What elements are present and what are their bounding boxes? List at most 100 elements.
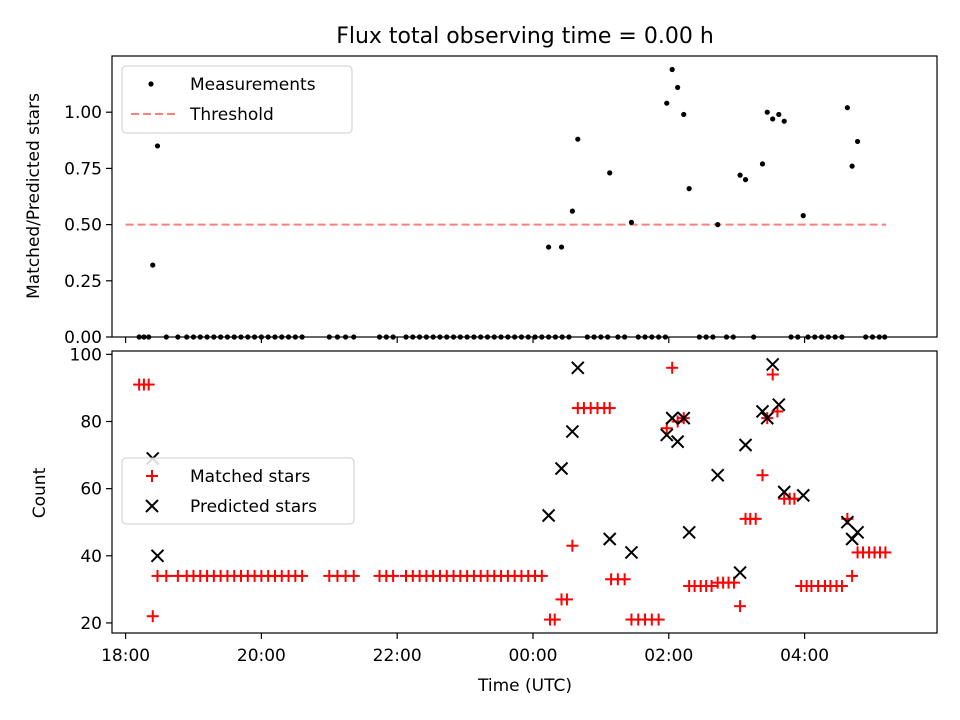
- bottom-y-tick-label: 100: [70, 345, 102, 365]
- predicted-star-marker: [660, 428, 674, 442]
- bottom-x-tick-label: 04:00: [780, 646, 829, 666]
- bottom-y-axis-ticks: 20 40 60 80 100: [70, 345, 112, 634]
- measurement-point: [764, 109, 770, 115]
- measurement-point: [770, 116, 776, 122]
- predicted-star-marker: [850, 525, 865, 539]
- top-y-axis-label: Matched/Predicted stars: [24, 93, 44, 299]
- predicted-star-marker: [738, 438, 753, 452]
- matched-star-marker: [705, 580, 718, 592]
- top-y-tick-label: 0.00: [64, 328, 102, 348]
- bottom-y-axis-label: Count: [30, 467, 50, 518]
- measurement-point: [569, 208, 575, 214]
- bottom-y-tick-label: 80: [80, 413, 102, 433]
- top-y-tick-label: 0.75: [64, 159, 102, 179]
- predicted-star-marker: [670, 434, 685, 449]
- top-y-tick-label: 0.50: [64, 216, 102, 236]
- measurement-point: [675, 84, 681, 91]
- matched-star-marker: [652, 613, 665, 626]
- top-panel: Flux total observing time = 0.00 h 0.000…: [24, 24, 938, 348]
- predicted-star-marker: [840, 515, 855, 529]
- measurement-point: [546, 244, 552, 250]
- matched-star-marker: [734, 600, 747, 613]
- matched-star-marker: [387, 569, 400, 582]
- measurement-point: [607, 170, 613, 176]
- legend-measurements-label: Measurements: [190, 75, 316, 95]
- matched-star-marker: [548, 613, 561, 626]
- predicted-star-marker: [733, 565, 747, 580]
- measurement-point: [781, 118, 787, 124]
- matched-star-marker: [535, 569, 548, 582]
- predicted-star-marker: [541, 508, 556, 523]
- predicted-star-marker: [624, 545, 639, 560]
- bottom-axes-frame: [111, 350, 938, 634]
- top-legend: Measurements Threshold: [121, 65, 353, 134]
- top-x-axis-ticks: [124, 337, 806, 343]
- matched-star-marker: [560, 593, 573, 606]
- measurement-point: [759, 161, 766, 167]
- matched-star-marker: [296, 569, 309, 582]
- bottom-legend: Matched stars Predicted stars: [121, 457, 355, 525]
- bottom-x-tick-label: 22:00: [373, 646, 422, 666]
- predicted-star-marker: [772, 398, 786, 412]
- matched-star-marker: [618, 573, 631, 586]
- predicted-star-marker: [665, 411, 679, 425]
- top-y-tick-label: 1.00: [64, 103, 102, 123]
- matched-star-marker: [666, 361, 679, 374]
- matched-star-marker: [146, 610, 159, 623]
- predicted-star-marker: [565, 424, 580, 439]
- top-y-tick-label: 0.25: [64, 272, 102, 292]
- bottom-plot-area: [133, 357, 892, 626]
- legend-matched-label: Matched stars: [190, 467, 310, 487]
- measurement-point: [715, 222, 721, 228]
- measurement-point: [664, 100, 670, 106]
- measurement-point: [575, 136, 581, 142]
- bottom-x-axis-label: Time (UTC): [477, 676, 572, 696]
- predicted-star-marker: [796, 488, 810, 503]
- matched-star-marker: [603, 402, 616, 415]
- matched-star-marker: [727, 576, 740, 589]
- legend-predicted-marker: [145, 499, 159, 513]
- legend-measurements-marker: [148, 81, 154, 87]
- measurement-point: [849, 163, 855, 169]
- bottom-x-tick-label: 18:00: [101, 646, 150, 666]
- bottom-y-tick-label: 40: [80, 547, 102, 567]
- predicted-star-marker: [765, 357, 780, 372]
- matched-star-marker: [347, 569, 360, 582]
- predicted-star-marker: [150, 549, 165, 563]
- bottom-x-tick-label: 02:00: [644, 646, 693, 666]
- measurement-point: [742, 177, 749, 183]
- predicted-star-marker: [682, 525, 696, 539]
- top-axes-frame: [111, 55, 938, 338]
- legend-threshold-label: Threshold: [189, 105, 274, 125]
- measurement-point: [686, 186, 692, 192]
- measurement-point: [154, 143, 161, 149]
- measurement-point: [776, 111, 782, 118]
- predicted-star-marker: [755, 404, 770, 419]
- predicted-star-marker: [777, 485, 791, 499]
- matched-star-marker: [566, 539, 579, 552]
- predicted-star-marker: [554, 461, 569, 476]
- matched-star-marker: [788, 492, 801, 505]
- measurement-point: [558, 244, 565, 250]
- measurement-point: [800, 213, 806, 219]
- predicted-star-marker: [710, 468, 725, 482]
- predicted-star-marker: [760, 411, 774, 425]
- bottom-x-tick-label: 20:00: [237, 646, 286, 666]
- top-legend-box: [121, 65, 353, 134]
- predicted-star-marker: [677, 411, 691, 425]
- predicted-star-marker: [571, 361, 585, 375]
- bottom-x-axis-ticks: 18:00 20:00 22:00 00:00 02:00 04:00: [101, 633, 829, 666]
- matched-star-marker: [766, 368, 779, 381]
- measurement-point: [844, 105, 850, 111]
- predicted-star-marker: [603, 532, 617, 546]
- legend-matched-marker: [146, 470, 158, 482]
- matched-star-marker: [749, 512, 762, 525]
- measurement-point: [854, 138, 861, 145]
- bottom-y-tick-label: 20: [80, 614, 102, 634]
- legend-predicted-label: Predicted stars: [190, 497, 317, 517]
- matched-star-marker: [879, 546, 892, 559]
- bottom-panel: 20 40 60 80 100 18:00 20:00 22:00 00:00 02:00 04:…: [30, 345, 938, 696]
- measurement-point: [737, 172, 743, 178]
- measurement-point: [150, 262, 156, 268]
